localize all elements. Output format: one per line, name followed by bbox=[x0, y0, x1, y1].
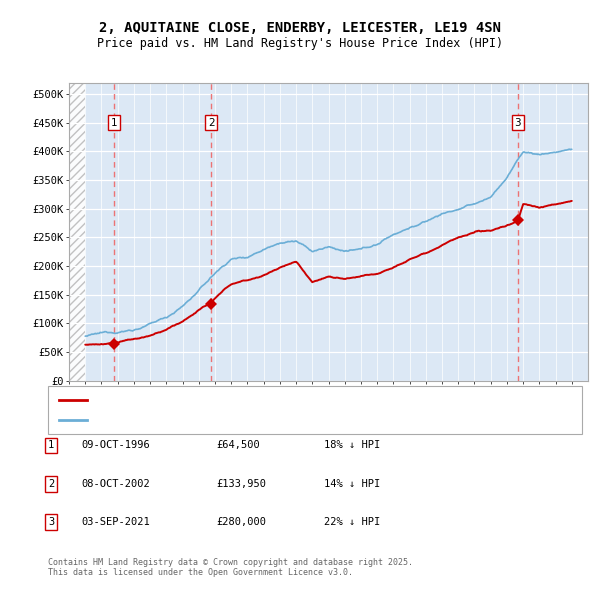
Text: 18% ↓ HPI: 18% ↓ HPI bbox=[324, 441, 380, 450]
Text: 22% ↓ HPI: 22% ↓ HPI bbox=[324, 517, 380, 527]
Text: Contains HM Land Registry data © Crown copyright and database right 2025.
This d: Contains HM Land Registry data © Crown c… bbox=[48, 558, 413, 577]
Text: 1: 1 bbox=[110, 118, 117, 127]
Text: 14% ↓ HPI: 14% ↓ HPI bbox=[324, 479, 380, 489]
Text: 3: 3 bbox=[48, 517, 54, 527]
Text: 3: 3 bbox=[514, 118, 521, 127]
Text: £64,500: £64,500 bbox=[216, 441, 260, 450]
Text: 03-SEP-2021: 03-SEP-2021 bbox=[81, 517, 150, 527]
Text: 2: 2 bbox=[208, 118, 215, 127]
Text: £280,000: £280,000 bbox=[216, 517, 266, 527]
Text: 09-OCT-1996: 09-OCT-1996 bbox=[81, 441, 150, 450]
Text: 2, AQUITAINE CLOSE, ENDERBY, LEICESTER, LE19 4SN (detached house): 2, AQUITAINE CLOSE, ENDERBY, LEICESTER, … bbox=[93, 395, 499, 405]
Text: £133,950: £133,950 bbox=[216, 479, 266, 489]
Text: 08-OCT-2002: 08-OCT-2002 bbox=[81, 479, 150, 489]
Text: 2: 2 bbox=[48, 479, 54, 489]
Text: 2, AQUITAINE CLOSE, ENDERBY, LEICESTER, LE19 4SN: 2, AQUITAINE CLOSE, ENDERBY, LEICESTER, … bbox=[99, 21, 501, 35]
Text: HPI: Average price, detached house, Blaby: HPI: Average price, detached house, Blab… bbox=[93, 415, 349, 425]
Text: 1: 1 bbox=[48, 441, 54, 450]
Text: Price paid vs. HM Land Registry's House Price Index (HPI): Price paid vs. HM Land Registry's House … bbox=[97, 37, 503, 50]
